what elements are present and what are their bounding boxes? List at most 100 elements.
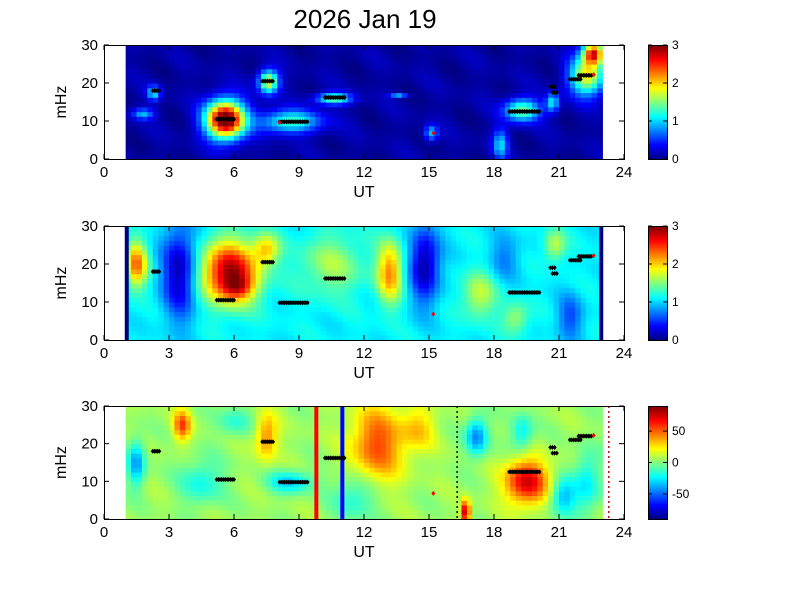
heatmap-cell (331, 321, 338, 327)
heatmap-cell (336, 135, 343, 141)
heatmap-cell (255, 106, 262, 113)
heatmap-cell (217, 154, 224, 160)
heatmap-cell (185, 415, 192, 421)
heatmap-cell (169, 235, 176, 241)
colorbar-step (648, 119, 667, 123)
heatmap-cell (445, 278, 452, 284)
heatmap-cell (369, 330, 376, 336)
heatmap-cell (288, 273, 295, 279)
heatmap-cell (412, 73, 419, 79)
heatmap-cell (596, 83, 603, 89)
heatmap-cell (217, 144, 224, 151)
heatmap-cell (228, 230, 235, 237)
heatmap-cell (358, 59, 365, 65)
heatmap-cell (461, 78, 468, 84)
x-axis-label: UT (353, 184, 375, 201)
heatmap-cell (494, 87, 501, 94)
heatmap-cell (299, 268, 306, 275)
heatmap-cell (152, 121, 159, 127)
heatmap-cell (434, 83, 441, 89)
heatmap-cell (163, 59, 170, 65)
heatmap-cell (169, 453, 176, 459)
heatmap-cell (353, 106, 360, 113)
heatmap-cell (282, 111, 289, 117)
heatmap-cell (196, 316, 203, 322)
heatmap-cell (331, 140, 338, 146)
heatmap-cell (266, 111, 273, 117)
heatmap-cell (347, 235, 354, 241)
colorbar-step (648, 134, 667, 137)
heatmap-cell (472, 78, 479, 84)
heatmap-cell (515, 92, 522, 98)
heatmap-cell (445, 273, 452, 279)
colorbar-step (648, 245, 667, 248)
heatmap-cell (228, 130, 235, 136)
heatmap-cell (342, 130, 349, 136)
heatmap-cell (336, 226, 343, 232)
heatmap-cell (466, 54, 473, 60)
heatmap-cell (542, 325, 549, 332)
heatmap-cell (217, 140, 224, 146)
heatmap-cell (385, 264, 392, 270)
heatmap-cell (212, 135, 219, 141)
heatmap-cell (315, 102, 322, 108)
heatmap-cell (315, 130, 322, 136)
heatmap-cell (364, 254, 371, 260)
heatmap-cell (347, 306, 354, 313)
heatmap-cell (336, 87, 343, 94)
heatmap-cell (326, 306, 333, 313)
heatmap-cell (596, 144, 603, 151)
heatmap-cell (407, 235, 414, 241)
heatmap-cell (537, 73, 544, 79)
heatmap-cell (580, 45, 587, 51)
heatmap-cell (385, 240, 392, 246)
heatmap-cell (358, 226, 365, 232)
heatmap-cell (494, 230, 501, 237)
heatmap-cell (347, 259, 354, 265)
heatmap-cell (136, 490, 143, 497)
heatmap-cell (223, 226, 230, 232)
heatmap-cell (385, 297, 392, 303)
heatmap-cell (217, 106, 224, 113)
heatmap-cell (185, 490, 192, 497)
heatmap-cell (396, 135, 403, 141)
heatmap-cell (315, 311, 322, 317)
heatmap-cell (136, 254, 143, 260)
heatmap-cell (190, 410, 197, 417)
heatmap-cell (147, 278, 154, 284)
heatmap-cell (586, 297, 593, 303)
heatmap-cell (358, 54, 365, 60)
heatmap-cell (158, 486, 165, 492)
heatmap-cell (152, 490, 159, 497)
heatmap-cell (580, 64, 587, 70)
heatmap-cell (131, 438, 138, 445)
heatmap-cell (477, 54, 484, 60)
heatmap-cell (179, 97, 186, 103)
heatmap-cell (315, 49, 322, 56)
heatmap-cell (418, 97, 425, 103)
heatmap-cell (261, 140, 268, 146)
heatmap-cell (244, 268, 251, 275)
heatmap-cell (326, 154, 333, 160)
heatmap-cell (299, 264, 306, 270)
heatmap-cell (174, 140, 181, 146)
heatmap-cell (299, 287, 306, 294)
heatmap-cell (385, 49, 392, 56)
heatmap-cell (174, 254, 181, 260)
heatmap-cell (158, 268, 165, 275)
heatmap-cell (423, 325, 430, 332)
heatmap-cell (271, 240, 278, 246)
heatmap-cell (309, 78, 316, 84)
heatmap-cell (299, 92, 306, 98)
heatmap-cell (152, 424, 159, 431)
heatmap-cell (423, 302, 430, 308)
heatmap-cell (591, 287, 598, 294)
heatmap-cell (158, 287, 165, 294)
heatmap-cell (201, 321, 208, 327)
heatmap-cell (575, 116, 582, 122)
colorbar-step (648, 64, 667, 67)
heatmap-cell (244, 125, 251, 132)
heatmap-cell (304, 106, 311, 113)
heatmap-cell (358, 49, 365, 56)
heatmap-cell (385, 154, 392, 160)
